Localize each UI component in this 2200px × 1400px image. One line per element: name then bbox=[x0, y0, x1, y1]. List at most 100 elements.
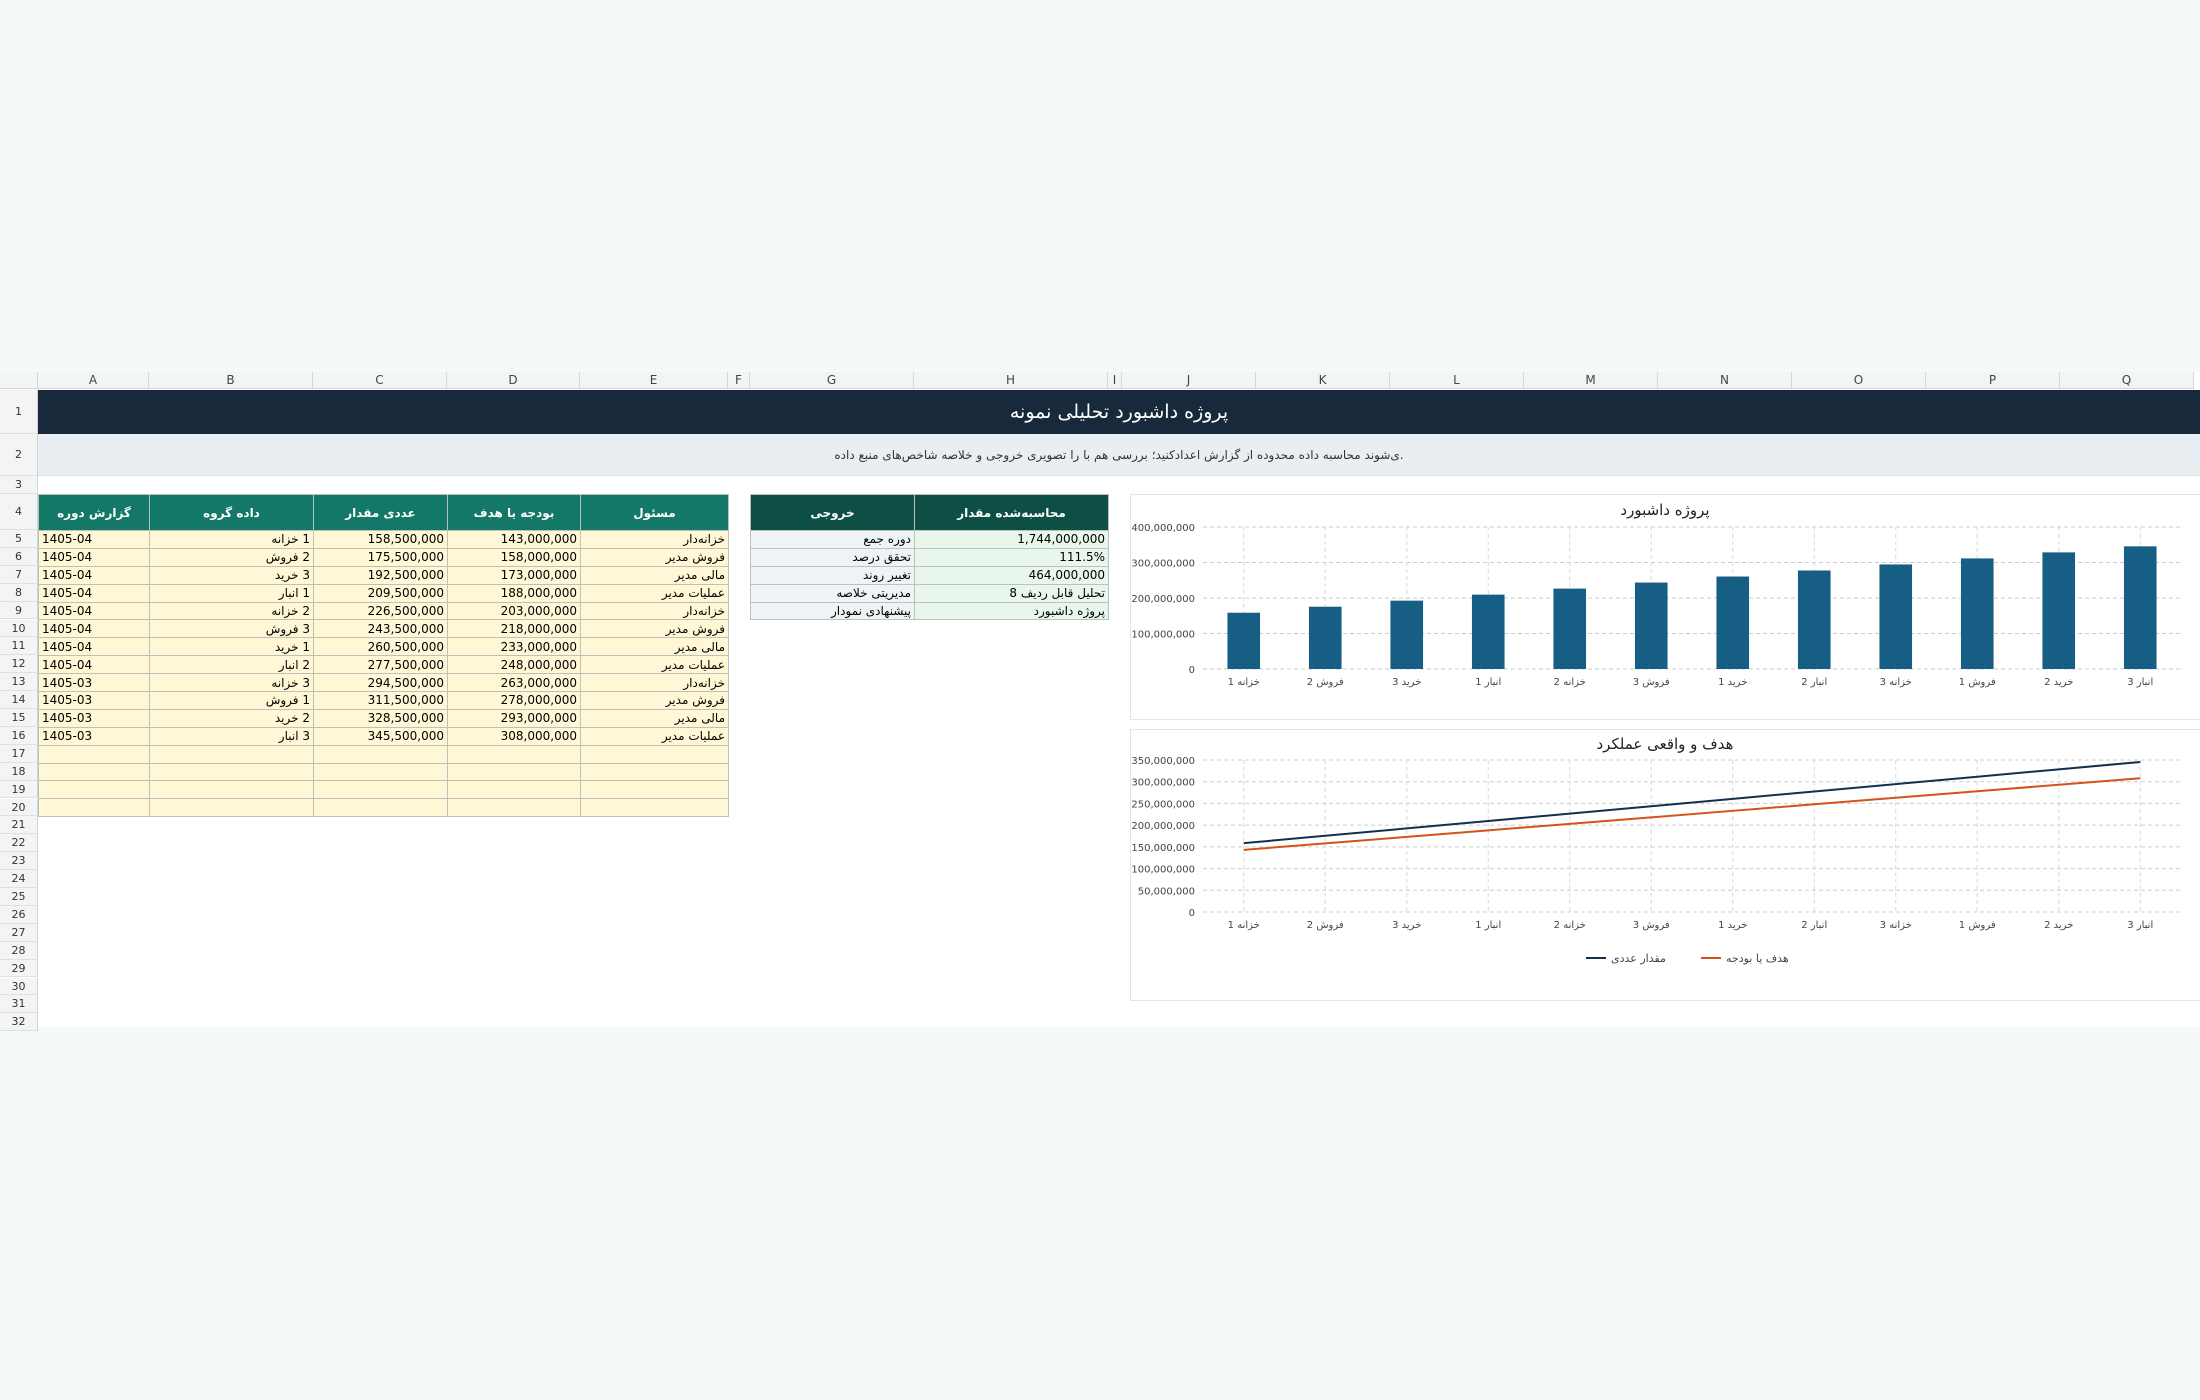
summary-table-header[interactable]: محاسبه‌شده مقدار bbox=[914, 494, 1109, 531]
table-cell[interactable]: 1405-03 bbox=[38, 708, 150, 728]
table-cell[interactable]: 278,000,000 bbox=[447, 691, 581, 710]
row-header-18[interactable]: 18 bbox=[0, 762, 38, 781]
row-header-19[interactable]: 19 bbox=[0, 780, 38, 799]
table-cell[interactable] bbox=[447, 780, 581, 800]
table-cell[interactable]: 243,500,000 bbox=[313, 619, 448, 639]
row-header-1[interactable]: 1 bbox=[0, 390, 38, 434]
data-table-header[interactable]: بودجه یا هدف bbox=[447, 494, 581, 531]
table-cell[interactable]: 233,000,000 bbox=[447, 637, 581, 657]
select-all-corner[interactable] bbox=[0, 372, 38, 389]
table-cell[interactable]: 1405-04 bbox=[38, 530, 150, 549]
table-cell[interactable]: 3 خزانه bbox=[149, 673, 314, 693]
table-cell[interactable]: فروش مدیر bbox=[580, 547, 729, 567]
column-header-E[interactable]: E bbox=[580, 372, 728, 389]
data-table-header[interactable]: عددی مقدار bbox=[313, 494, 448, 531]
summary-value-cell[interactable]: 464,000,000 bbox=[914, 565, 1109, 585]
row-header-11[interactable]: 11 bbox=[0, 637, 38, 656]
series-line-1[interactable] bbox=[1243, 777, 2141, 851]
table-cell[interactable]: عملیات مدیر bbox=[580, 726, 729, 746]
table-cell[interactable]: 311,500,000 bbox=[313, 691, 448, 710]
table-cell[interactable]: عملیات مدیر bbox=[580, 583, 729, 603]
table-cell[interactable] bbox=[149, 780, 314, 800]
summary-value-cell[interactable]: 111.5% bbox=[914, 547, 1109, 567]
data-table-header[interactable]: مسئول bbox=[580, 494, 729, 531]
table-cell[interactable]: فروش مدیر bbox=[580, 619, 729, 639]
table-cell[interactable]: 277,500,000 bbox=[313, 655, 448, 675]
table-cell[interactable]: 1405-04 bbox=[38, 637, 150, 657]
column-header-Q[interactable]: Q bbox=[2060, 372, 2194, 389]
row-header-2[interactable]: 2 bbox=[0, 434, 38, 476]
row-header-5[interactable]: 5 bbox=[0, 530, 38, 548]
table-cell[interactable]: 1 فروش bbox=[149, 691, 314, 710]
table-cell[interactable] bbox=[313, 798, 448, 818]
table-cell[interactable]: مالی مدیر bbox=[580, 565, 729, 585]
bar[interactable] bbox=[1797, 570, 1831, 669]
row-header-24[interactable]: 24 bbox=[0, 870, 38, 888]
table-cell[interactable] bbox=[447, 744, 581, 764]
bar[interactable] bbox=[1390, 600, 1424, 669]
table-cell[interactable] bbox=[313, 780, 448, 800]
table-cell[interactable]: 175,500,000 bbox=[313, 547, 448, 567]
column-header-I[interactable]: I bbox=[1108, 372, 1122, 389]
row-header-10[interactable]: 10 bbox=[0, 619, 38, 638]
row-header-23[interactable]: 23 bbox=[0, 852, 38, 871]
table-cell[interactable] bbox=[149, 744, 314, 764]
table-cell[interactable]: 308,000,000 bbox=[447, 726, 581, 746]
row-header-21[interactable]: 21 bbox=[0, 816, 38, 835]
column-header-H[interactable]: H bbox=[914, 372, 1108, 389]
bar[interactable] bbox=[1716, 576, 1750, 669]
table-cell[interactable]: 209,500,000 bbox=[313, 583, 448, 603]
row-header-26[interactable]: 26 bbox=[0, 905, 38, 924]
table-cell[interactable] bbox=[313, 762, 448, 782]
row-header-4[interactable]: 4 bbox=[0, 494, 38, 530]
column-header-D[interactable]: D bbox=[447, 372, 580, 389]
bar[interactable] bbox=[1960, 558, 1994, 669]
bar[interactable] bbox=[1227, 612, 1261, 669]
table-cell[interactable]: 248,000,000 bbox=[447, 655, 581, 675]
row-header-20[interactable]: 20 bbox=[0, 798, 38, 817]
table-cell[interactable]: 203,000,000 bbox=[447, 601, 581, 621]
table-cell[interactable] bbox=[38, 762, 150, 782]
table-cell[interactable]: 158,000,000 bbox=[447, 547, 581, 567]
row-header-7[interactable]: 7 bbox=[0, 565, 38, 584]
row-header-17[interactable]: 17 bbox=[0, 744, 38, 763]
row-header-16[interactable]: 16 bbox=[0, 726, 38, 745]
table-cell[interactable]: 226,500,000 bbox=[313, 601, 448, 621]
row-header-30[interactable]: 30 bbox=[0, 977, 38, 996]
table-cell[interactable]: 1405-04 bbox=[38, 619, 150, 639]
bar[interactable] bbox=[1553, 588, 1587, 669]
table-cell[interactable]: 218,000,000 bbox=[447, 619, 581, 639]
row-header-8[interactable]: 8 bbox=[0, 583, 38, 602]
row-header-14[interactable]: 14 bbox=[0, 691, 38, 709]
summary-table-header[interactable]: خروجی bbox=[750, 494, 915, 531]
column-header-F[interactable]: F bbox=[728, 372, 750, 389]
column-header-B[interactable]: B bbox=[149, 372, 313, 389]
summary-label-cell[interactable]: پیشنهادی نمودار bbox=[750, 601, 915, 621]
table-cell[interactable]: 1 انبار bbox=[149, 583, 314, 603]
row-header-22[interactable]: 22 bbox=[0, 834, 38, 853]
table-cell[interactable]: 2 انبار bbox=[149, 655, 314, 675]
data-table-header[interactable]: داده گروه bbox=[149, 494, 314, 531]
data-table-header[interactable]: گزارش دوره bbox=[38, 494, 150, 531]
table-cell[interactable]: 1 خزانه bbox=[149, 530, 314, 549]
table-cell[interactable]: خزانه‌دار bbox=[580, 673, 729, 693]
table-cell[interactable]: 1405-03 bbox=[38, 726, 150, 746]
bar[interactable] bbox=[1471, 594, 1505, 669]
table-cell[interactable]: 1405-04 bbox=[38, 565, 150, 585]
table-cell[interactable]: 143,000,000 bbox=[447, 530, 581, 549]
row-header-32[interactable]: 32 bbox=[0, 1013, 38, 1032]
table-cell[interactable]: 3 خرید bbox=[149, 565, 314, 585]
series-line-0[interactable] bbox=[1243, 760, 2141, 845]
summary-label-cell[interactable]: دوره جمع bbox=[750, 530, 915, 549]
table-cell[interactable] bbox=[313, 744, 448, 764]
column-header-P[interactable]: P bbox=[1926, 372, 2060, 389]
row-header-9[interactable]: 9 bbox=[0, 601, 38, 620]
summary-label-cell[interactable]: تحقق درصد bbox=[750, 547, 915, 567]
table-cell[interactable]: 158,500,000 bbox=[313, 530, 448, 549]
table-cell[interactable]: 173,000,000 bbox=[447, 565, 581, 585]
row-header-15[interactable]: 15 bbox=[0, 709, 38, 727]
table-cell[interactable]: 188,000,000 bbox=[447, 583, 581, 603]
summary-value-cell[interactable]: تحلیل قابل ردیف 8 bbox=[914, 583, 1109, 603]
table-cell[interactable]: 1405-04 bbox=[38, 601, 150, 621]
table-cell[interactable] bbox=[580, 780, 729, 800]
